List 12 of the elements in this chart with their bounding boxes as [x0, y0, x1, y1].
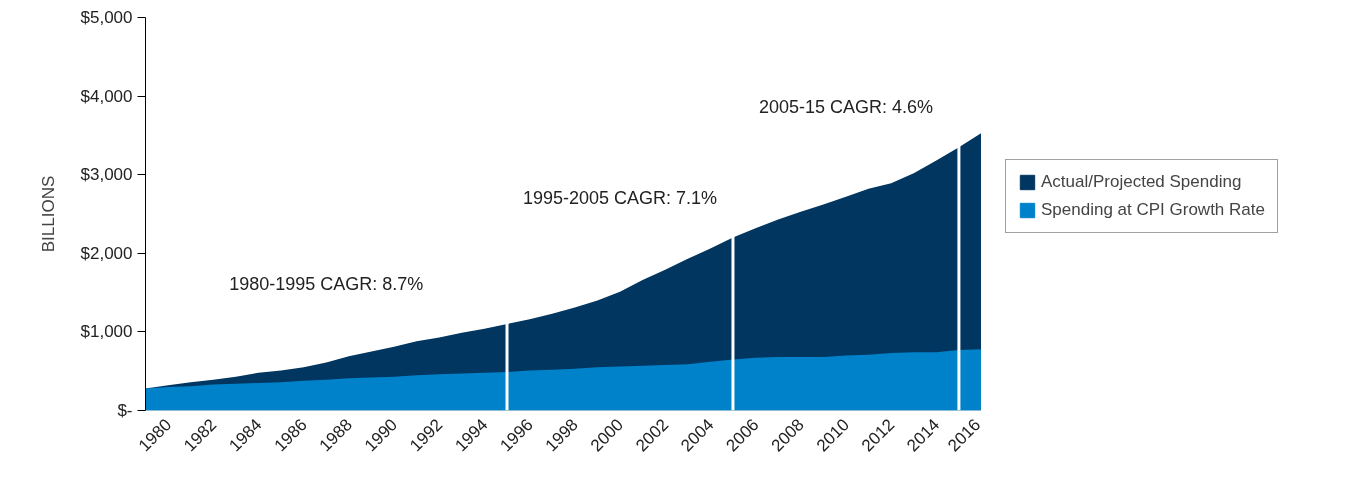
y-tick-label: $3,000: [80, 165, 133, 185]
y-tick-label: $2,000: [80, 243, 133, 263]
y-tick-label: $-: [117, 401, 133, 420]
annotation: 1980-1995 CAGR: 8.7%: [229, 274, 424, 295]
legend-label: Actual/Projected Spending: [1041, 172, 1242, 192]
legend-label: Spending at CPI Growth Rate: [1041, 200, 1265, 220]
y-tick-label: $4,000: [80, 86, 133, 106]
y-tick-label: $5,000: [80, 8, 133, 27]
y-tick-label: $1,000: [80, 322, 133, 342]
annotation: 1995-2005 CAGR: 7.1%: [522, 187, 718, 208]
annotation: 2005-15 CAGR: 4.6%: [758, 97, 933, 118]
y-axis-title: BILLIONS: [38, 175, 58, 253]
